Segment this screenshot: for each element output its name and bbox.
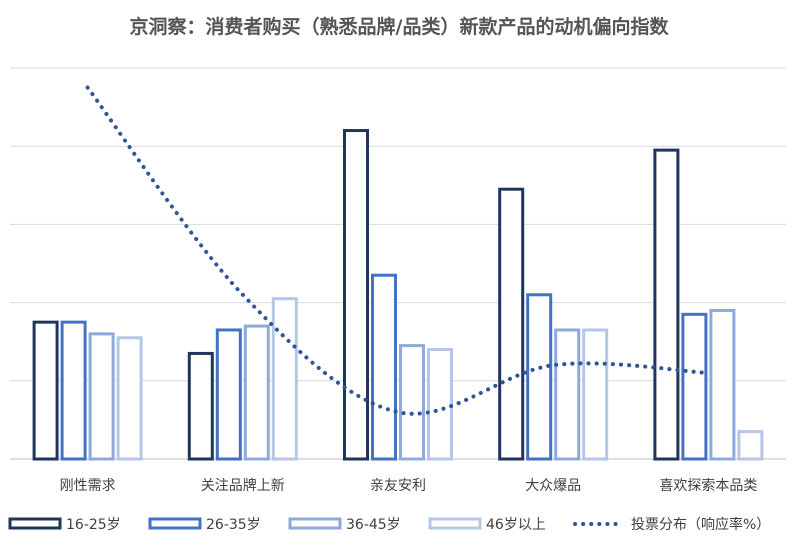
bar	[584, 330, 607, 459]
legend: 16-25岁 26-35岁 36-45岁 46岁以上 投票分布（响应率%）	[10, 516, 770, 533]
legend-swatch	[430, 519, 480, 528]
chart-title: 京洞察：消费者购买（熟悉品牌/品类）新款产品的动机偏向指数	[130, 15, 670, 38]
bar	[62, 322, 85, 459]
bar	[401, 346, 424, 459]
legend-label: 16-25岁	[66, 517, 121, 533]
x-axis-labels: 刚性需求 关注品牌上新 亲友安利 大众爆品 喜欢探索本品类	[60, 477, 758, 494]
bar	[34, 322, 57, 459]
bar	[711, 310, 734, 459]
bar	[429, 350, 452, 459]
bar	[500, 189, 523, 459]
legend-swatch	[10, 519, 60, 528]
legend-label: 46岁以上	[486, 517, 546, 533]
bar	[245, 326, 268, 459]
x-tick-label: 刚性需求	[60, 478, 116, 494]
legend-swatch	[150, 519, 200, 528]
x-tick-label: 喜欢探索本品类	[659, 477, 757, 494]
bar	[217, 330, 240, 459]
bar	[683, 314, 706, 459]
response-rate-line	[88, 88, 709, 414]
bar	[345, 131, 368, 459]
bar	[373, 275, 396, 459]
x-tick-label: 亲友安利	[370, 478, 426, 494]
bar	[90, 334, 113, 459]
legend-label: 投票分布（响应率%）	[631, 516, 770, 533]
bar	[739, 432, 762, 459]
legend-label: 36-45岁	[346, 517, 401, 533]
bar	[273, 299, 296, 459]
bar	[118, 338, 141, 459]
bar	[655, 150, 678, 459]
bar	[556, 330, 579, 459]
bar	[189, 353, 212, 459]
bar	[528, 295, 551, 459]
x-tick-label: 大众爆品	[525, 478, 581, 494]
bars	[34, 131, 762, 459]
x-tick-label: 关注品牌上新	[201, 477, 285, 494]
response-rate-line-path	[88, 88, 709, 414]
legend-swatch	[290, 519, 340, 528]
legend-label: 26-35岁	[206, 517, 261, 533]
